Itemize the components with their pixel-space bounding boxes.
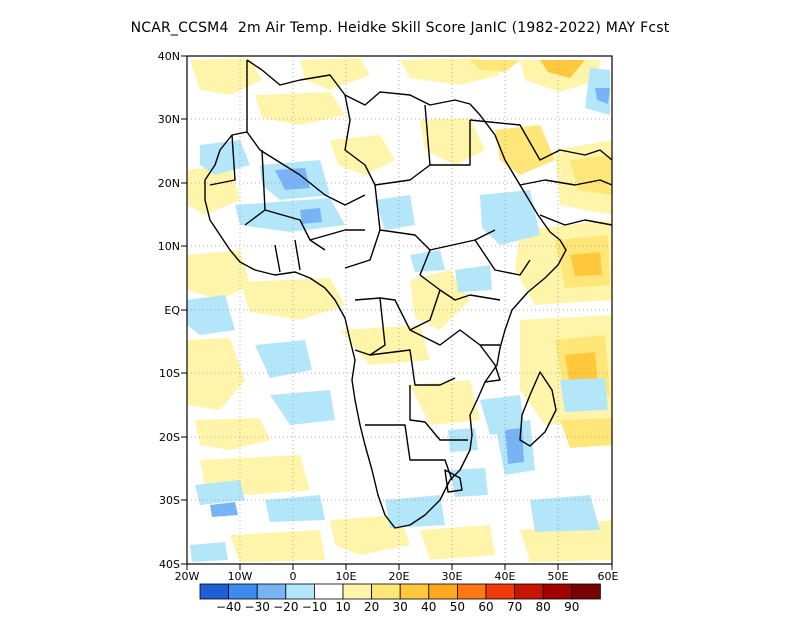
colorbar-label: 80 [536,600,551,614]
lat-label: 10N [158,240,180,253]
colorbar-swatch [313,583,344,600]
lon-label: 30E [442,570,463,583]
colorbar-label: −10 [302,600,327,614]
skill-shading [187,58,612,562]
lon-label: 20W [175,570,200,583]
colorbar-labels: −40 −30 −20 −10 10 20 30 40 50 60 70 80 90 [216,600,580,614]
colorbar-swatch [285,583,315,600]
colorbar-swatch [371,583,401,600]
lon-label: 40E [495,570,516,583]
colorbar-label: 40 [421,600,436,614]
colorbar-swatch [256,583,287,600]
colorbar-swatch [399,583,430,600]
lat-label: 30S [159,494,180,507]
colorbar-label: 30 [393,600,408,614]
colorbar [199,583,601,600]
lat-label: EQ [164,304,180,317]
lat-label: 10S [159,367,180,380]
colorbar-swatch [342,583,373,600]
lon-label: 10W [228,570,253,583]
lon-label: 0 [290,570,297,583]
lat-label: 40N [158,50,180,63]
colorbar-label: 60 [478,600,493,614]
colorbar-label: 50 [450,600,465,614]
longitude-labels: 20W 10W 0 10E 20E 30E 40E 50E 60E [175,570,619,583]
colorbar-swatch [485,583,516,600]
colorbar-label: 90 [564,600,579,614]
colorbar-swatch [428,583,458,600]
lon-label: 20E [389,570,410,583]
colorbar-swatch [199,583,230,600]
colorbar-label: −40 [216,600,241,614]
colorbar-swatch [571,583,601,600]
colorbar-label: −30 [245,600,270,614]
latitude-labels: 40N 30N 20N 10N EQ 10S 20S 30S 40S [158,50,181,571]
lon-label: 60E [598,570,619,583]
colorbar-label: 10 [335,600,350,614]
lon-label: 50E [548,570,569,583]
coastlines-and-borders [204,59,612,529]
colorbar-swatch [456,583,487,600]
colorbar-label: −20 [273,600,298,614]
lat-label: 30N [158,113,180,126]
colorbar-swatch [228,583,258,600]
colorbar-label: 20 [364,600,379,614]
lon-label: 10E [336,570,357,583]
lat-label: 20S [159,431,180,444]
colorbar-label: 70 [507,600,522,614]
map-title: NCAR_CCSM4 2m Air Temp. Heidke Skill Sco… [130,20,670,36]
axis-ticks [181,55,613,570]
lat-label: 20N [158,177,180,190]
colorbar-swatch [542,583,573,600]
colorbar-swatch [514,583,544,600]
lat-label: 40S [159,558,180,571]
